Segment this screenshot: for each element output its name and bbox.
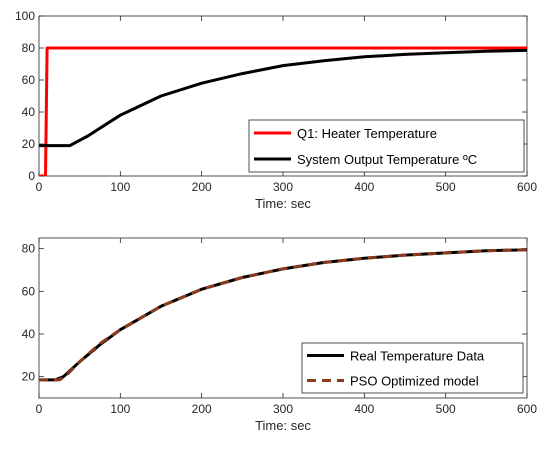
- x-tick-label: 200: [192, 402, 212, 416]
- y-tick-label: 0: [28, 169, 35, 183]
- y-tick-label: 100: [15, 9, 35, 23]
- y-tick-label: 60: [22, 284, 36, 298]
- x-tick-label: 400: [354, 402, 374, 416]
- legend-label-2: PSO Optimized model: [350, 374, 479, 389]
- legend-box: [248, 119, 525, 173]
- series-line-2: [39, 248, 527, 382]
- x-tick-label: 400: [354, 180, 374, 194]
- series-line-1: [39, 46, 527, 176]
- x-tick-label: 200: [192, 180, 212, 194]
- y-tick-label: 20: [22, 370, 36, 384]
- legend-label-1: Real Temperature Data: [350, 349, 485, 364]
- x-tick-label: 500: [436, 180, 456, 194]
- y-tick-label: 40: [22, 327, 36, 341]
- x-tick-label: 100: [110, 180, 130, 194]
- x-axis-label: Time: sec: [255, 418, 311, 433]
- y-tick-label: 80: [22, 41, 36, 55]
- series-line-2: [39, 48, 527, 148]
- x-tick-label: 300: [273, 180, 293, 194]
- legend: Real Temperature Data PSO Optimized model: [301, 342, 524, 394]
- y-tick-label: 80: [22, 242, 36, 256]
- legend-box: [301, 342, 524, 394]
- y-tick-label: 40: [22, 105, 36, 119]
- x-tick-label: 600: [517, 180, 537, 194]
- legend-label-1: Q1: Heater Temperature: [297, 126, 437, 141]
- bottom-chart: 0 100 200 300 400 500 600 20 40 60 80 Time: sec Real…: [22, 237, 537, 433]
- y-tick-label: 60: [22, 73, 36, 87]
- y-tick-label: 20: [22, 137, 36, 151]
- x-tick-label: 0: [36, 402, 43, 416]
- top-chart: 0 100 200 300 400 500 600 0 20 40 60 80 100 Time: sec…: [15, 9, 537, 211]
- x-tick-label: 300: [273, 402, 293, 416]
- x-tick-label: 0: [36, 180, 43, 194]
- x-tick-label: 600: [517, 402, 537, 416]
- legend: Q1: Heater Temperature System Output Temp…: [248, 119, 525, 173]
- legend-label-2: System Output Temperature ºC: [297, 152, 477, 167]
- x-tick-label: 500: [436, 402, 456, 416]
- x-tick-label: 100: [110, 402, 130, 416]
- x-axis-label: Time: sec: [255, 196, 311, 211]
